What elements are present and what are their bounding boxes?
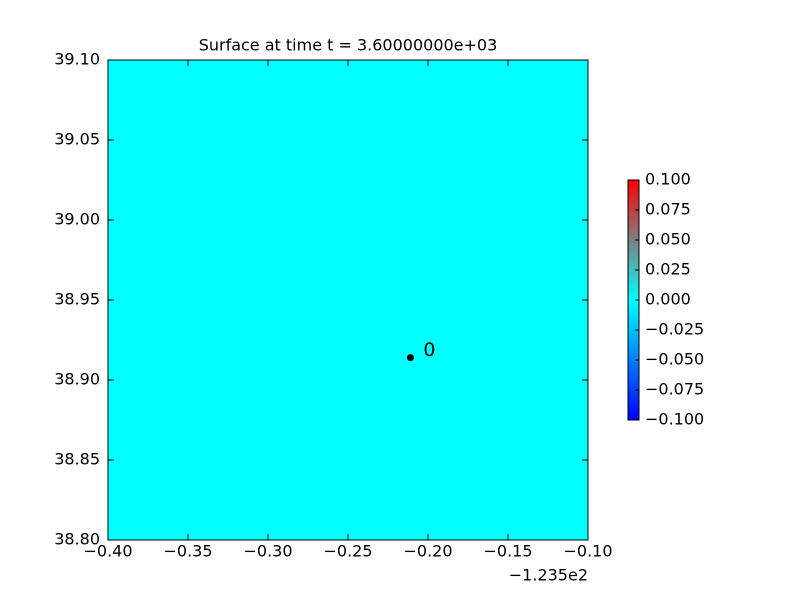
colorbar-tick-label: 0.025: [645, 260, 691, 279]
colorbar-tick-label: −0.100: [645, 410, 704, 429]
x-tick-label: −0.40: [83, 542, 132, 561]
colorbar-tick-label: 0.050: [645, 230, 691, 249]
x-tick-label: −0.25: [323, 542, 372, 561]
colorbar-tick-label: −0.050: [645, 350, 704, 369]
colorbar-tick-label: −0.025: [645, 320, 704, 339]
x-tick-label: −0.20: [403, 542, 452, 561]
chart-title: Surface at time t = 3.60000000e+03: [199, 36, 498, 55]
y-tick-label: 39.05: [54, 130, 100, 149]
point: [406, 354, 414, 362]
colorbar-tick-label: 0.075: [645, 200, 691, 219]
y-tick-label: 39.00: [54, 210, 100, 229]
x-tick-label: −0.10: [563, 542, 612, 561]
y-tick-label: 38.95: [54, 290, 100, 309]
surface-field: [108, 60, 588, 540]
y-tick-label: 38.85: [54, 450, 100, 469]
x-tick-label: −0.30: [243, 542, 292, 561]
point-label: 0: [423, 339, 435, 361]
x-tick-label: −0.15: [483, 542, 532, 561]
plot-frame: [107, 59, 589, 541]
y-tick-label: 38.80: [54, 530, 100, 549]
y-tick-label: 39.10: [54, 50, 100, 69]
x-tick-label: −0.35: [163, 542, 212, 561]
colorbar-tick-label: −0.075: [645, 380, 704, 399]
y-tick-label: 38.90: [54, 370, 100, 389]
x-offset-label: −1.235e2: [509, 566, 588, 585]
colorbar-tick-label: 0.100: [645, 170, 691, 189]
colorbar-tick-label: 0.000: [645, 290, 691, 309]
